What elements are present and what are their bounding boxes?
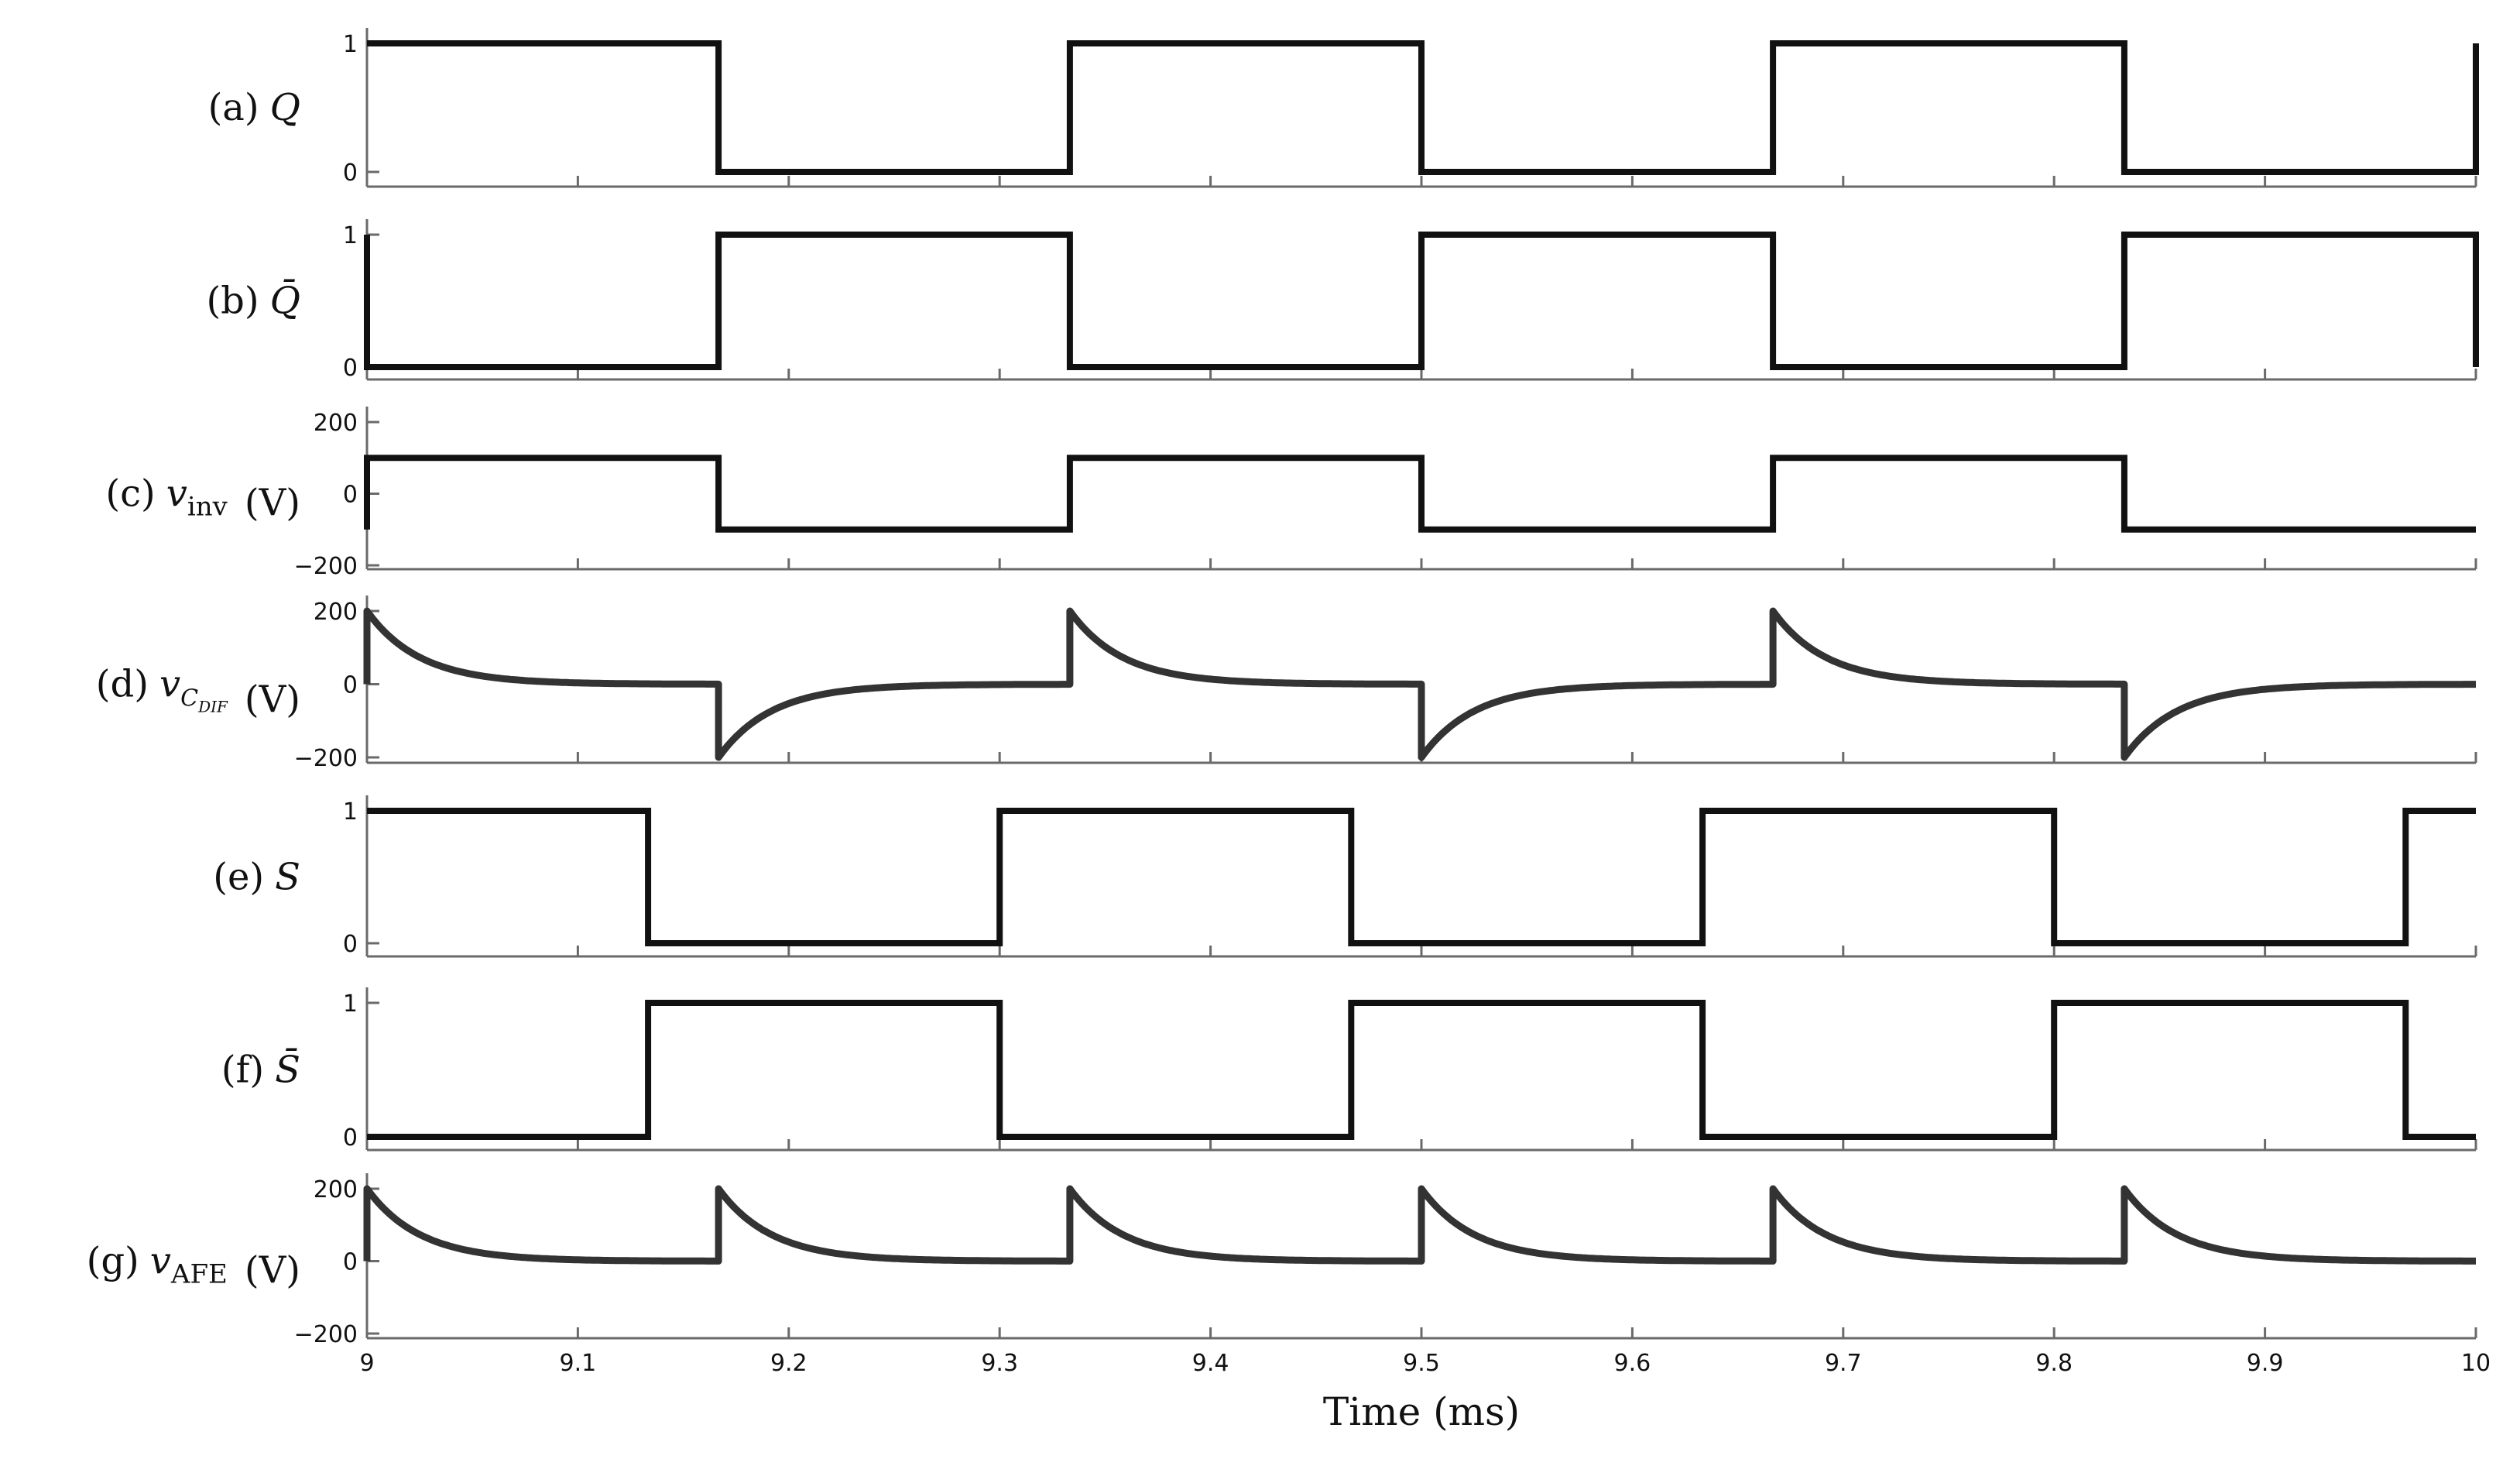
x-tick-label: 9.4 (1192, 1350, 1229, 1377)
x-tick-label: 9.9 (2247, 1350, 2284, 1377)
series-c (364, 455, 2476, 533)
x-tick-label: 10 (2461, 1350, 2491, 1377)
x-tick-label: 9.1 (560, 1350, 597, 1377)
x-tick-label: 9.6 (1614, 1350, 1651, 1377)
x-tick-label: 9.2 (770, 1350, 807, 1377)
x-tick-label: 9.7 (1825, 1350, 1862, 1377)
row-label-c: (c) vinv (V) (105, 472, 300, 525)
panel-e: 0 1 (e) S (213, 795, 2477, 958)
y-tick-label-d: 200 (314, 599, 358, 626)
panel-a: 0 1 (a) Q (208, 28, 2479, 188)
panel-f: 0 1 (f) S̄ (221, 987, 2477, 1152)
series-g (363, 1185, 2477, 1265)
x-tick-label: 9 (359, 1350, 374, 1377)
x-tick-label: 9.8 (2035, 1350, 2073, 1377)
y-tick-label-f: 1 (343, 990, 358, 1018)
series-a (367, 40, 2479, 175)
y-tick-label-d: 0 (343, 672, 358, 699)
y-tick-label-a: 0 (343, 160, 358, 187)
y-tick-label-f: 0 (343, 1124, 358, 1152)
panel-c: 200 0 −200 (c) vinv (V) (105, 407, 2477, 580)
y-tick-label-d: −200 (294, 745, 358, 772)
y-tick-label-b: 0 (343, 355, 358, 382)
series-f (367, 1000, 2476, 1140)
series-e (367, 808, 2476, 946)
y-tick-label-e: 1 (343, 798, 358, 826)
panel-b: 0 1 (b) Q̄ (206, 219, 2479, 382)
y-tick-label-e: 0 (343, 931, 358, 958)
y-tick-label-a: 1 (343, 31, 358, 58)
x-axis-label: Time (ms) (1323, 1389, 1520, 1434)
row-label-e: (e) S (213, 856, 300, 899)
series-b (364, 232, 2479, 370)
y-tick-label-c: 200 (314, 410, 358, 437)
panel-g: 200 0 −200 (g) vAFE (V) (87, 1173, 2477, 1348)
panel-d: 200 0 −200 (d) vCDIF (V) (96, 596, 2477, 772)
row-label-g: (g) vAFE (V) (87, 1240, 300, 1293)
y-tick-label-g: 0 (343, 1249, 358, 1276)
y-tick-label-g: 200 (314, 1176, 358, 1203)
x-tick-label: 9.3 (981, 1350, 1018, 1377)
row-label-f: (f) S̄ (221, 1047, 300, 1092)
y-tick-label-c: −200 (294, 553, 358, 580)
y-tick-label-g: −200 (294, 1321, 358, 1348)
row-label-b: (b) Q̄ (206, 278, 300, 323)
x-tick-label: 9.5 (1403, 1350, 1440, 1377)
y-tick-label-c: 0 (343, 482, 358, 509)
series-d (363, 607, 2477, 761)
row-label-d: (d) vCDIF (V) (96, 663, 300, 722)
y-tick-label-b: 1 (343, 222, 358, 249)
row-label-a: (a) Q (208, 86, 300, 129)
